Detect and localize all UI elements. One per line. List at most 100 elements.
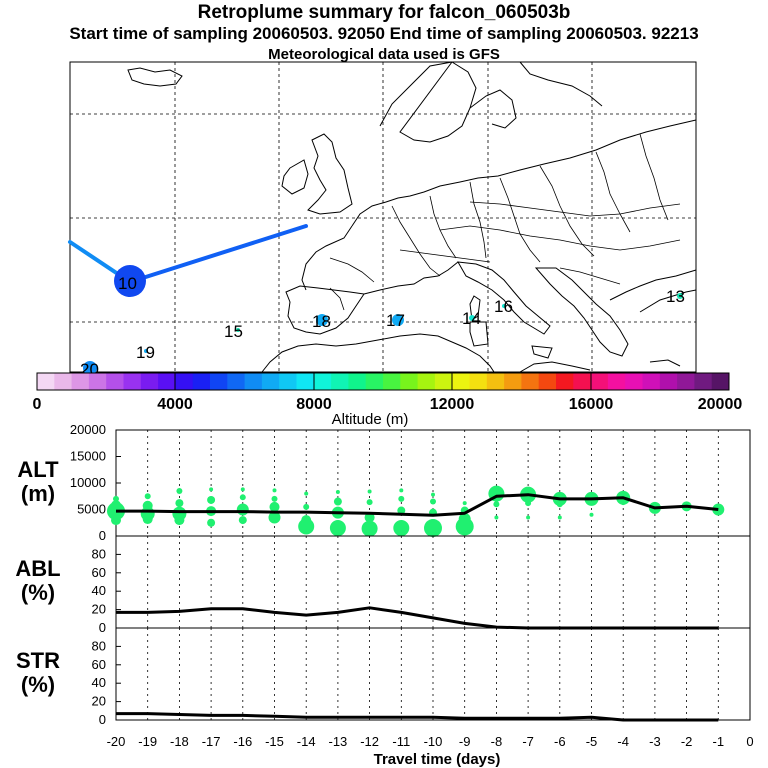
- timeseries-panels: 05000100001500020000ALT(m)020406080ABL(%…: [15, 422, 751, 727]
- colorbar-dividers: [174, 373, 592, 390]
- y-tick-label: 60: [92, 565, 106, 580]
- series-line-str: [116, 712, 719, 722]
- day-label: 18: [312, 312, 331, 331]
- plume-cluster-marker: [556, 501, 563, 508]
- colorbar-cell: [590, 373, 609, 390]
- plume-cluster-marker: [240, 487, 245, 492]
- plume-cluster-marker: [494, 515, 499, 520]
- colorbar-cell: [504, 373, 522, 390]
- plume-cluster-marker: [111, 515, 121, 526]
- series-line-abl: [116, 606, 719, 630]
- plume-cluster-marker: [272, 488, 277, 493]
- plume-cluster-marker: [239, 494, 246, 501]
- plume-cluster-marker: [271, 495, 278, 502]
- colorbar-cell: [434, 373, 453, 390]
- series-line-alt: [116, 493, 719, 517]
- colorbar-cell: [556, 373, 574, 390]
- plume-cluster-marker: [621, 501, 626, 506]
- panel-alt: 0 5000 10000 15000 20000 ALT(m): [17, 422, 751, 543]
- plume-cluster-marker: [304, 491, 309, 496]
- x-tick-label: -18: [170, 734, 189, 749]
- plume-cluster-marker: [142, 514, 153, 525]
- map-frame: [69, 61, 697, 373]
- plume-circle-day-20: [83, 361, 97, 375]
- plume-circle-day-14: [469, 315, 475, 321]
- plume-cluster-marker: [175, 499, 184, 508]
- y-tick-label: 40: [92, 675, 106, 690]
- plume-cluster-marker: [303, 503, 310, 510]
- y-axis-label-line1: ABL: [15, 556, 60, 581]
- y-tick-label: 80: [92, 546, 106, 561]
- colorbar-cell: [486, 373, 505, 390]
- colorbar-label: Altitude (m): [332, 411, 409, 428]
- y-tick-label: 5000: [77, 502, 106, 517]
- trajectory-segment-east: [128, 224, 308, 284]
- colorbar-cell: [227, 373, 245, 390]
- plume-cluster-marker: [209, 487, 214, 492]
- plume-cluster-marker: [557, 515, 562, 520]
- colorbar-cell: [123, 373, 142, 390]
- x-tick-label: -9: [459, 734, 471, 749]
- x-tick-label: -20: [107, 734, 126, 749]
- plume-cluster-marker: [298, 518, 315, 535]
- colorbar-cell: [37, 373, 55, 390]
- colorbar-cell: [175, 373, 194, 390]
- plume-cluster-marker: [236, 503, 249, 516]
- plume-cluster-marker: [174, 515, 185, 526]
- colorbar-cell: [417, 373, 436, 390]
- plume-cluster-marker: [393, 520, 410, 537]
- altitude-colorbar: 0 4000 8000 12000 16000 20000 Altitude (…: [33, 372, 742, 428]
- x-tick-label: -1: [713, 734, 725, 749]
- panel-abl: 0 20 40 60 80 ABL(%): [15, 535, 751, 635]
- y-tick-label: 0: [99, 712, 106, 727]
- y-axis-label-line2: (%): [21, 672, 55, 697]
- x-tick-labels: -20 -19 -18 -17 -16 -15 -14 -13 -12 -11 -10 -9 -8 -7-…: [107, 734, 754, 749]
- y-axis-label-line1: STR: [16, 648, 60, 673]
- colorbar-cell: [694, 373, 713, 390]
- plume-circle-day-13: [677, 293, 683, 299]
- map-gridlines: [70, 62, 696, 372]
- colorbar-cell: [452, 373, 470, 390]
- colorbar-cell: [469, 373, 488, 390]
- plume-circle-day-18: [316, 314, 328, 326]
- plume-circle-day-15: [236, 328, 240, 332]
- colorbar-cell: [192, 373, 211, 390]
- plume-cluster-marker: [361, 520, 378, 537]
- plume-cluster-marker: [207, 495, 216, 504]
- sampling-time-subtitle: Start time of sampling 20060503. 92050 E…: [69, 24, 699, 43]
- plume-cluster-marker: [176, 487, 183, 494]
- plume-cluster-marker: [364, 512, 375, 523]
- plume-cluster-marker: [455, 517, 474, 536]
- panel-str: 0 20 40 60 80 STR(%): [16, 627, 751, 727]
- colorbar-cell: [365, 373, 384, 390]
- y-axis-label-line2: (m): [21, 481, 55, 506]
- plume-circle-day-19: [144, 349, 148, 353]
- plume-cluster-marker: [367, 489, 372, 494]
- x-tick-label: 0: [746, 734, 753, 749]
- plume-cluster-marker: [431, 492, 435, 497]
- colorbar-tick: 12000: [430, 396, 475, 413]
- colorbar-cell: [106, 373, 124, 390]
- x-tick-label: -15: [265, 734, 284, 749]
- x-tick-label: -2: [681, 734, 693, 749]
- plume-cluster-marker: [493, 501, 500, 508]
- y-tick-label: 80: [92, 638, 106, 653]
- x-tick-label: -14: [297, 734, 316, 749]
- colorbar-cell: [607, 373, 626, 390]
- plume-cluster-marker: [525, 500, 532, 507]
- x-tick-label: -12: [360, 734, 379, 749]
- colorbar-cell: [331, 373, 349, 390]
- colorbar-cell: [573, 373, 591, 390]
- x-tick-label: -11: [392, 734, 410, 749]
- meteorological-data-subtitle: Meteorological data used is GFS: [268, 46, 500, 63]
- trajectory-plume: [68, 224, 683, 375]
- colorbar-cell: [711, 373, 730, 390]
- day-label: 17: [386, 311, 405, 330]
- day-label: 10: [118, 274, 137, 293]
- colorbar-cell: [279, 373, 297, 390]
- colorbar-tick: 16000: [569, 396, 614, 413]
- colorbar-cell: [261, 373, 280, 390]
- colorbar-cell: [659, 373, 678, 390]
- y-axis-label-line1: ALT: [17, 457, 59, 482]
